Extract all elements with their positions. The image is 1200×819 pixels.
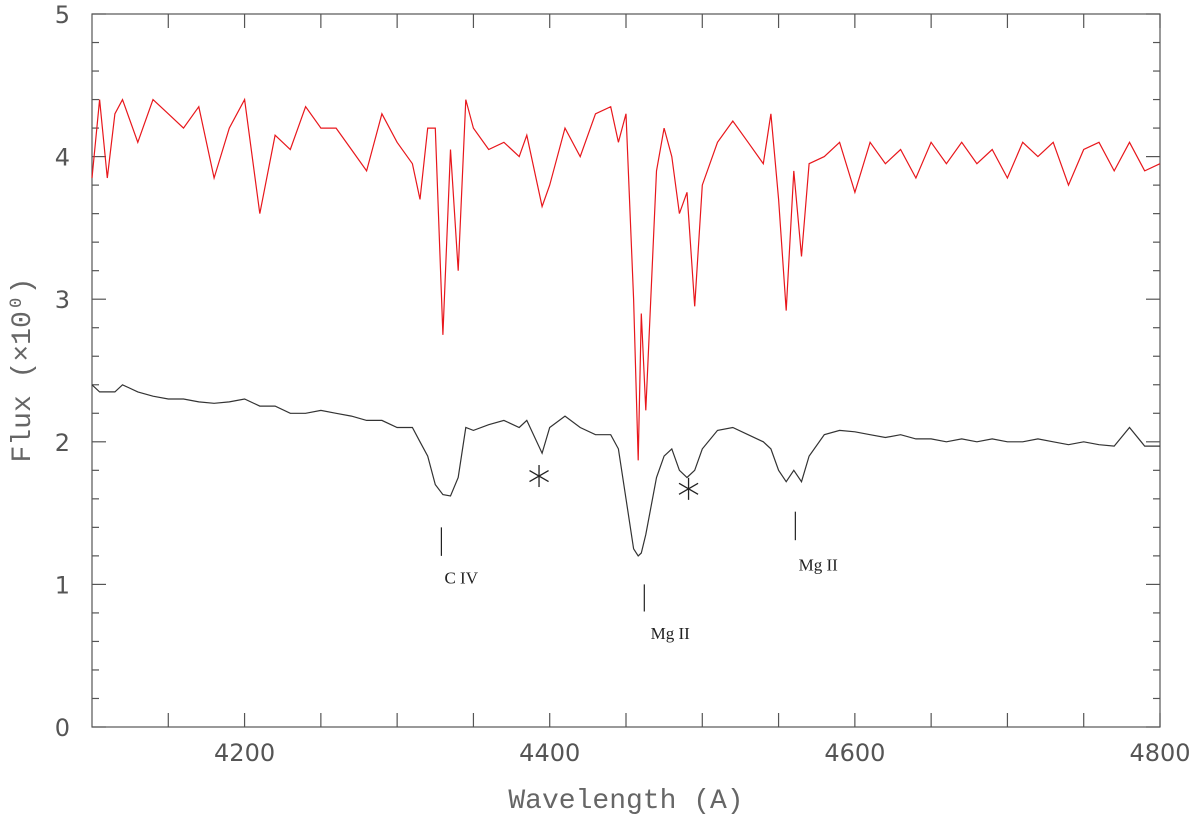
spectrum-line: [91, 384, 1160, 557]
x-tick-label: 4800: [1129, 739, 1190, 767]
y-tick-label: 1: [55, 571, 70, 599]
y-tick-label: 2: [55, 429, 70, 457]
x-axis-label: Wavelength (A): [508, 786, 743, 817]
spectrum-line: [91, 97, 1161, 461]
x-tick-label: 4600: [824, 739, 885, 767]
y-tick-label: 0: [55, 714, 70, 742]
asterisk-arm: [529, 469, 549, 483]
x-tick-label: 4400: [519, 739, 580, 767]
annotation-label: Mg II: [799, 555, 839, 574]
y-tick-label: 5: [55, 1, 70, 29]
annotation-label: Mg II: [651, 624, 691, 643]
x-tick-label: 4200: [214, 739, 275, 767]
asterisk-marker: [529, 465, 549, 488]
asterisk-arm: [678, 482, 699, 495]
y-tick-label: 4: [55, 144, 70, 172]
y-tick-label: 3: [55, 286, 70, 314]
asterisk-marker: [678, 477, 699, 500]
y-axis-label: Flux (×10⁰): [8, 278, 39, 463]
annotation-label: C IV: [444, 568, 478, 587]
